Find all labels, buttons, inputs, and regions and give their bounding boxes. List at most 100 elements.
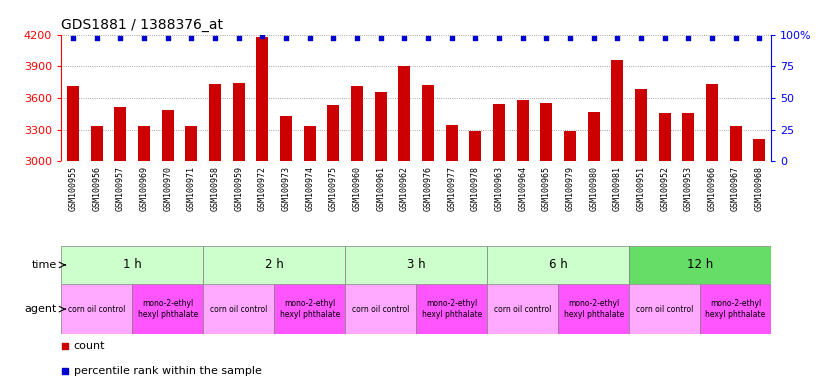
- Text: corn oil control: corn oil control: [636, 305, 694, 314]
- Text: GSM100959: GSM100959: [234, 166, 243, 210]
- Text: GSM100976: GSM100976: [424, 166, 432, 210]
- Text: GSM100969: GSM100969: [140, 166, 149, 210]
- Bar: [233, 83, 245, 161]
- Bar: [588, 112, 600, 161]
- Bar: [351, 86, 363, 161]
- Bar: [61, 284, 132, 334]
- Bar: [469, 131, 481, 161]
- Bar: [706, 84, 718, 161]
- Point: [705, 35, 718, 41]
- Text: GSM100956: GSM100956: [92, 166, 101, 210]
- Point: [516, 35, 529, 41]
- Point: [658, 35, 671, 41]
- Text: corn oil control: corn oil control: [494, 305, 552, 314]
- Point: [208, 35, 221, 41]
- Point: [279, 35, 292, 41]
- Text: percentile rank within the sample: percentile rank within the sample: [73, 366, 261, 376]
- Text: 12 h: 12 h: [687, 258, 713, 271]
- Bar: [635, 89, 647, 161]
- Text: count: count: [73, 341, 105, 351]
- Point: [681, 35, 694, 41]
- Bar: [61, 246, 203, 284]
- Bar: [203, 246, 345, 284]
- Bar: [274, 284, 345, 334]
- Point: [264, 40, 277, 46]
- Text: GSM100981: GSM100981: [613, 166, 622, 210]
- Point: [137, 35, 150, 41]
- Bar: [564, 131, 576, 161]
- Text: GSM100962: GSM100962: [400, 166, 409, 210]
- Bar: [185, 126, 197, 161]
- Text: corn oil control: corn oil control: [210, 305, 268, 314]
- Text: GSM100970: GSM100970: [163, 166, 172, 210]
- Point: [232, 35, 245, 41]
- Text: GSM100957: GSM100957: [116, 166, 125, 210]
- Bar: [91, 126, 103, 161]
- Bar: [345, 284, 416, 334]
- Point: [161, 35, 175, 41]
- Text: 3 h: 3 h: [407, 258, 425, 271]
- Text: GSM100972: GSM100972: [258, 166, 267, 210]
- Text: agent: agent: [24, 304, 57, 314]
- Bar: [446, 126, 458, 161]
- Text: GSM100958: GSM100958: [211, 166, 220, 210]
- Bar: [700, 284, 771, 334]
- Text: corn oil control: corn oil control: [68, 305, 126, 314]
- Text: GSM100960: GSM100960: [353, 166, 361, 210]
- Bar: [256, 37, 268, 161]
- Point: [303, 35, 316, 41]
- Text: GSM100952: GSM100952: [660, 166, 669, 210]
- Point: [539, 35, 552, 41]
- Bar: [132, 284, 203, 334]
- Text: mono-2-ethyl
hexyl phthalate: mono-2-ethyl hexyl phthalate: [280, 299, 339, 319]
- Text: corn oil control: corn oil control: [352, 305, 410, 314]
- Point: [113, 35, 127, 41]
- Bar: [558, 284, 629, 334]
- Text: mono-2-ethyl
hexyl phthalate: mono-2-ethyl hexyl phthalate: [138, 299, 197, 319]
- Point: [492, 35, 505, 41]
- Text: GSM100951: GSM100951: [636, 166, 645, 210]
- Bar: [203, 284, 274, 334]
- Point: [421, 35, 434, 41]
- Bar: [162, 109, 174, 161]
- Text: 1 h: 1 h: [123, 258, 141, 271]
- Bar: [730, 126, 742, 161]
- Text: mono-2-ethyl
hexyl phthalate: mono-2-ethyl hexyl phthalate: [422, 299, 481, 319]
- Bar: [327, 105, 339, 161]
- Bar: [659, 113, 671, 161]
- Bar: [753, 139, 765, 161]
- Bar: [138, 126, 150, 161]
- Text: GSM100968: GSM100968: [755, 166, 764, 210]
- Bar: [304, 126, 316, 161]
- Point: [752, 35, 765, 41]
- Point: [66, 35, 80, 41]
- Text: 2 h: 2 h: [265, 258, 283, 271]
- Point: [729, 35, 742, 41]
- Point: [350, 35, 363, 41]
- Bar: [416, 284, 487, 334]
- Bar: [345, 246, 487, 284]
- Point: [445, 35, 458, 41]
- Bar: [422, 85, 434, 161]
- Text: GSM100953: GSM100953: [684, 166, 693, 210]
- Bar: [209, 84, 221, 161]
- Point: [587, 35, 600, 41]
- Text: time: time: [32, 260, 57, 270]
- Bar: [398, 66, 410, 161]
- Point: [397, 35, 410, 41]
- Text: GSM100964: GSM100964: [518, 166, 527, 210]
- Text: GSM100963: GSM100963: [494, 166, 503, 210]
- Bar: [280, 116, 292, 161]
- Point: [374, 35, 387, 41]
- Point: [563, 35, 576, 41]
- Text: GSM100973: GSM100973: [282, 166, 290, 210]
- Bar: [375, 92, 387, 161]
- Text: GSM100971: GSM100971: [187, 166, 196, 210]
- Text: GSM100977: GSM100977: [447, 166, 456, 210]
- Bar: [611, 60, 623, 161]
- Point: [184, 35, 197, 41]
- Text: GSM100955: GSM100955: [69, 166, 78, 210]
- Bar: [682, 113, 694, 161]
- Bar: [629, 284, 700, 334]
- Text: GSM100979: GSM100979: [565, 166, 574, 210]
